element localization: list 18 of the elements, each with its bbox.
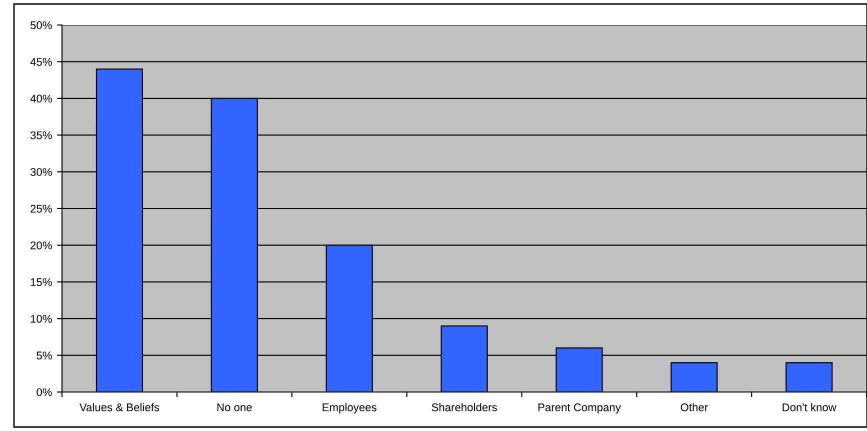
x-tick-label: Don't know bbox=[782, 403, 836, 412]
y-tick-label: 5% bbox=[36, 352, 52, 360]
y-tick-label: 20% bbox=[30, 241, 52, 250]
y-tick-label: 30% bbox=[30, 168, 52, 176]
x-tick-label: Parent Company bbox=[538, 403, 621, 414]
y-tick-label: 10% bbox=[30, 314, 52, 323]
y-tick-label: 35% bbox=[30, 131, 52, 140]
y-tick-label: 50% bbox=[30, 21, 52, 30]
x-tick-label: Employees bbox=[322, 403, 376, 414]
y-tick-label: 0% bbox=[36, 388, 52, 396]
y-tick-label: 40% bbox=[30, 94, 52, 103]
y-tick-label: 25% bbox=[30, 204, 52, 213]
y-tick-label: 15% bbox=[30, 278, 52, 286]
x-tick-label: Other bbox=[680, 403, 708, 412]
x-tick-label: No one bbox=[217, 404, 252, 412]
y-tick-label: 45% bbox=[30, 58, 52, 66]
x-tick-label: Values & Beliefs bbox=[79, 403, 160, 412]
x-tick-label: Shareholders bbox=[432, 403, 497, 412]
